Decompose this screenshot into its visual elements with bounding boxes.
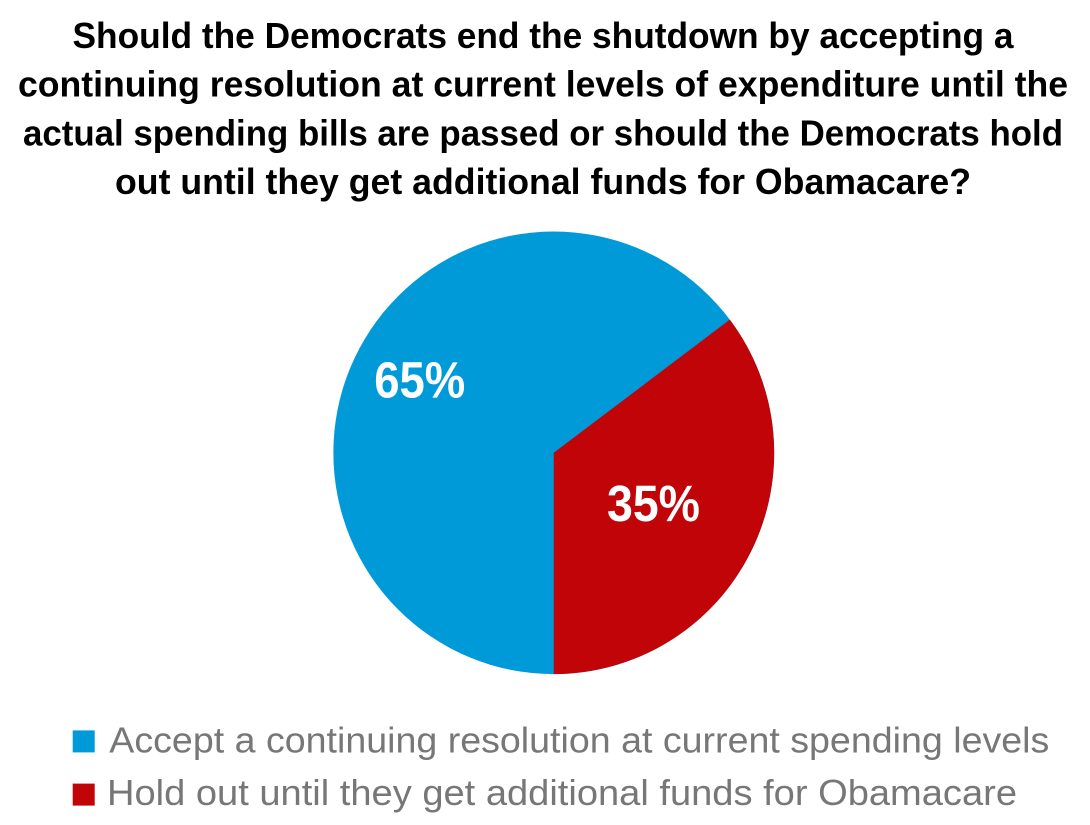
- svg-text:out until they get additional: out until they get additional funds for …: [115, 161, 971, 202]
- svg-text:continuing resolution at curre: continuing resolution at current levels …: [18, 63, 1068, 104]
- svg-text:Accept a continuing resolution: Accept a continuing resolution at curren…: [109, 719, 1049, 760]
- svg-text:actual spending bills are pass: actual spending bills are passed or shou…: [23, 112, 1063, 153]
- svg-text:65%: 65%: [374, 352, 465, 409]
- svg-text:Should the Democrats end the s: Should the Democrats end the shutdown by…: [73, 15, 1015, 56]
- svg-text:35%: 35%: [607, 475, 700, 532]
- svg-text:Hold out until they get additi: Hold out until they get additional funds…: [107, 772, 1017, 813]
